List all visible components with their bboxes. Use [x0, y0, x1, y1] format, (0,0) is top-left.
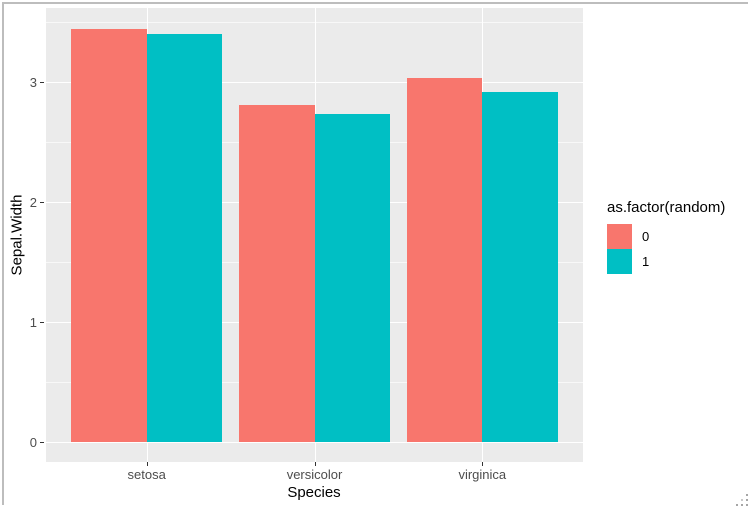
legend-title: as.factor(random) [607, 199, 726, 216]
window-border-top [2, 2, 748, 4]
legend-item: 1 [607, 249, 725, 274]
legend-key-swatch [607, 224, 632, 249]
y-axis-title: Sepal.Width [8, 194, 26, 276]
y-axis-tick [40, 322, 44, 323]
bar [71, 29, 147, 442]
x-axis-tick [482, 462, 484, 466]
x-axis-title: Species [287, 484, 341, 501]
y-tick-label: 0 [29, 434, 37, 450]
x-tick-label: versicolor [286, 467, 343, 482]
y-tick-label: 2 [29, 194, 37, 210]
y-axis-tick [40, 202, 44, 203]
legend-item-label: 0 [642, 229, 650, 244]
bar [482, 91, 558, 442]
bar [146, 34, 223, 442]
x-axis-tick [146, 462, 148, 466]
legend-item: 0 [607, 224, 725, 249]
legend-key-swatch [607, 249, 632, 274]
y-tick-label: 3 [29, 74, 37, 90]
resize-grip-icon[interactable] [736, 494, 738, 496]
window-border-left [2, 2, 4, 505]
x-tick-label: setosa [127, 467, 166, 482]
plot-panel [46, 8, 583, 462]
y-tick-label: 1 [29, 314, 37, 330]
y-axis-tick [40, 82, 44, 83]
x-axis-tick [314, 462, 316, 466]
bar [406, 78, 483, 442]
bar [314, 114, 391, 442]
x-tick-label: virginica [458, 467, 507, 482]
y-axis-tick [40, 442, 44, 443]
legend-item-label: 1 [642, 254, 650, 269]
bar [238, 104, 315, 442]
